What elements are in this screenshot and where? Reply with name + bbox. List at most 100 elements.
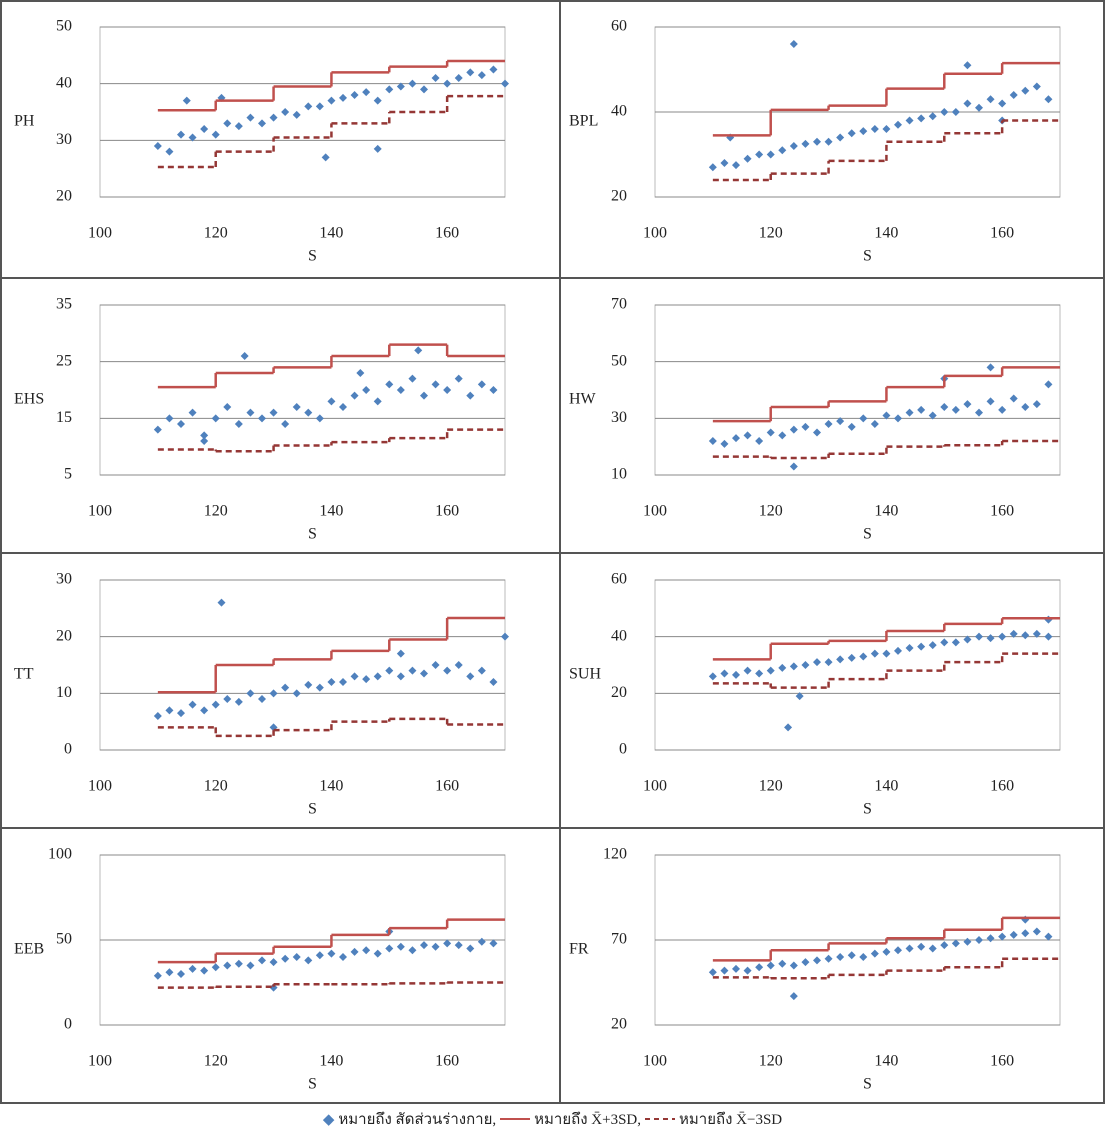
point xyxy=(790,426,798,434)
y-tick-label: 20 xyxy=(56,627,72,644)
point xyxy=(882,125,890,133)
point xyxy=(443,939,451,947)
y-axis-label: BPL xyxy=(569,113,598,130)
point xyxy=(154,426,162,434)
point xyxy=(987,934,995,942)
x-tick-label: 140 xyxy=(319,225,343,242)
point xyxy=(258,414,266,422)
x-tick-label: 120 xyxy=(759,778,783,795)
point xyxy=(385,85,393,93)
y-tick-label: 0 xyxy=(64,741,72,758)
y-tick-label: 70 xyxy=(611,296,627,313)
point xyxy=(790,40,798,48)
point xyxy=(408,946,416,954)
point xyxy=(836,655,844,663)
x-tick-label: 160 xyxy=(435,503,459,520)
x-tick-label: 140 xyxy=(319,778,343,795)
point xyxy=(270,409,278,417)
point xyxy=(223,403,231,411)
point xyxy=(987,634,995,642)
point xyxy=(709,437,717,445)
point xyxy=(767,151,775,159)
point xyxy=(801,661,809,669)
point xyxy=(1033,400,1041,408)
point xyxy=(351,948,359,956)
point xyxy=(339,678,347,686)
point xyxy=(258,695,266,703)
point xyxy=(235,420,243,428)
point xyxy=(963,400,971,408)
point xyxy=(952,939,960,947)
point xyxy=(316,951,324,959)
y-tick-label: 35 xyxy=(56,296,72,313)
point xyxy=(859,127,867,135)
point xyxy=(975,633,983,641)
point xyxy=(709,968,717,976)
point xyxy=(374,397,382,405)
point xyxy=(940,108,948,116)
point xyxy=(801,958,809,966)
point xyxy=(200,437,208,445)
y-tick-label: 60 xyxy=(611,18,627,35)
point xyxy=(408,80,416,88)
point xyxy=(177,420,185,428)
point xyxy=(316,684,324,692)
x-tick-label: 140 xyxy=(874,225,898,242)
y-axis-label: FR xyxy=(569,941,589,958)
y-tick-label: 20 xyxy=(611,188,627,205)
point xyxy=(246,962,254,970)
point xyxy=(790,992,798,1000)
y-axis-label: SUH xyxy=(569,666,601,683)
legend: ◆ หมายถึง สัดส่วนร่างกาย, หมายถึง X̄+3SD… xyxy=(0,1104,1105,1134)
point xyxy=(351,91,359,99)
point xyxy=(385,667,393,675)
point xyxy=(871,125,879,133)
point xyxy=(241,352,249,360)
point xyxy=(362,386,370,394)
x-tick-label: 120 xyxy=(204,778,228,795)
point xyxy=(420,392,428,400)
x-tick-label: 120 xyxy=(204,1053,228,1070)
x-tick-label: 100 xyxy=(88,1053,112,1070)
point xyxy=(385,945,393,953)
y-axis-label: EEB xyxy=(14,941,44,958)
point xyxy=(408,375,416,383)
point xyxy=(322,153,330,161)
point xyxy=(466,68,474,76)
x-axis-label: S xyxy=(863,248,872,265)
point xyxy=(327,397,335,405)
point xyxy=(709,672,717,680)
point xyxy=(790,142,798,150)
point xyxy=(1044,616,1052,624)
point xyxy=(293,953,301,961)
point xyxy=(917,114,925,122)
point xyxy=(362,946,370,954)
point xyxy=(432,943,440,951)
point xyxy=(397,386,405,394)
point xyxy=(218,599,226,607)
y-tick-label: 20 xyxy=(56,188,72,205)
point xyxy=(501,633,509,641)
point xyxy=(732,671,740,679)
point xyxy=(177,709,185,717)
point xyxy=(293,689,301,697)
point xyxy=(246,689,254,697)
point xyxy=(455,375,463,383)
point xyxy=(755,670,763,678)
point xyxy=(894,647,902,655)
y-tick-label: 30 xyxy=(611,409,627,426)
point xyxy=(987,397,995,405)
point xyxy=(917,406,925,414)
x-tick-label: 120 xyxy=(759,225,783,242)
point xyxy=(929,112,937,120)
x-tick-label: 100 xyxy=(643,778,667,795)
legend-text: หมายถึง X̄−3SD xyxy=(679,1107,782,1131)
point xyxy=(1010,931,1018,939)
x-tick-label: 140 xyxy=(319,503,343,520)
point xyxy=(998,100,1006,108)
point xyxy=(385,380,393,388)
x-tick-label: 120 xyxy=(204,225,228,242)
y-tick-label: 40 xyxy=(611,103,627,120)
point xyxy=(940,403,948,411)
